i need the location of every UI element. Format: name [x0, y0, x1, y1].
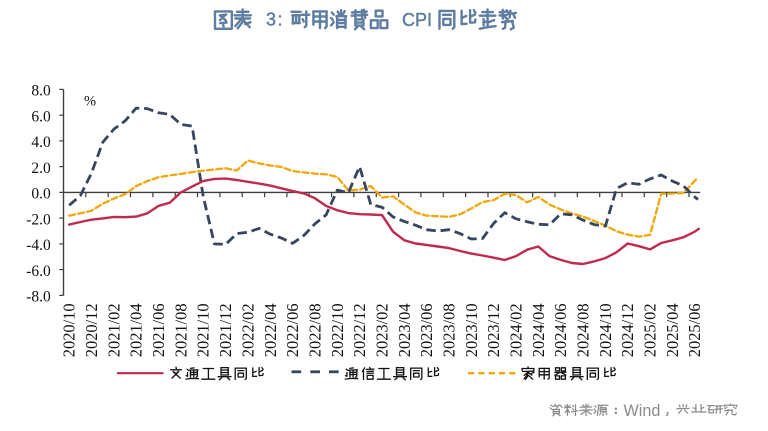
- svg-text:2024/02: 2024/02: [507, 303, 526, 357]
- svg-text:2022/02: 2022/02: [238, 303, 257, 357]
- svg-text:2021/08: 2021/08: [171, 303, 190, 357]
- svg-text:2021/02: 2021/02: [104, 303, 123, 357]
- svg-text:2023/08: 2023/08: [440, 303, 459, 357]
- svg-text:2021/04: 2021/04: [127, 303, 146, 357]
- svg-text:CPI: CPI: [402, 10, 432, 30]
- svg-text:-6.0: -6.0: [26, 263, 51, 280]
- svg-text:2025/02: 2025/02: [641, 303, 660, 357]
- svg-text:2023/06: 2023/06: [417, 303, 436, 357]
- svg-text:2022/06: 2022/06: [283, 303, 302, 357]
- svg-text:-8.0: -8.0: [26, 289, 51, 306]
- svg-text:-4.0: -4.0: [26, 237, 51, 254]
- svg-text:2023/02: 2023/02: [373, 303, 392, 357]
- svg-text:2022/04: 2022/04: [261, 303, 280, 357]
- svg-text:2020/10: 2020/10: [60, 303, 79, 357]
- svg-text:2024/12: 2024/12: [618, 303, 637, 357]
- svg-text:2.0: 2.0: [31, 160, 51, 177]
- svg-text:%: %: [84, 94, 96, 110]
- svg-text:2021/10: 2021/10: [194, 303, 213, 357]
- svg-text:-2.0: -2.0: [26, 211, 51, 228]
- svg-text:2023/12: 2023/12: [484, 303, 503, 357]
- svg-text:4.0: 4.0: [31, 134, 51, 151]
- svg-text:2024/06: 2024/06: [551, 303, 570, 357]
- svg-text:3:: 3:: [266, 9, 284, 29]
- svg-text:2023/04: 2023/04: [395, 303, 414, 357]
- svg-text:2022/12: 2022/12: [350, 303, 369, 357]
- svg-text:2024/10: 2024/10: [596, 303, 615, 357]
- svg-text:2024/08: 2024/08: [574, 303, 593, 357]
- svg-text:2022/08: 2022/08: [305, 303, 324, 357]
- svg-text:6.0: 6.0: [31, 109, 51, 126]
- svg-text:2020/12: 2020/12: [82, 303, 101, 357]
- svg-text:0.0: 0.0: [31, 186, 51, 203]
- svg-text:2022/10: 2022/10: [328, 303, 347, 357]
- svg-text:2025/06: 2025/06: [685, 303, 704, 357]
- svg-text:Wind: Wind: [624, 402, 661, 420]
- svg-text:2021/12: 2021/12: [216, 303, 235, 357]
- svg-text:2024/04: 2024/04: [529, 303, 548, 357]
- svg-text:2025/04: 2025/04: [663, 303, 682, 357]
- svg-text:2023/10: 2023/10: [462, 303, 481, 357]
- svg-text:8.0: 8.0: [31, 83, 51, 100]
- svg-text:2021/06: 2021/06: [149, 303, 168, 357]
